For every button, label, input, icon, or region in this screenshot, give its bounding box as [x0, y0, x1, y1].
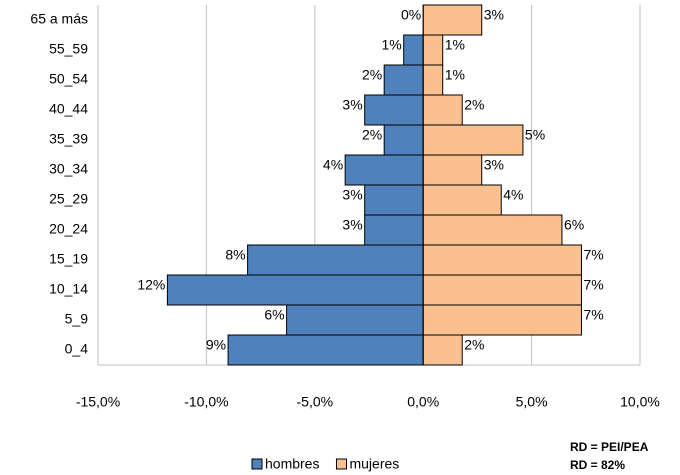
x-tick-label: -15,0% [76, 394, 120, 410]
bar [422, 94, 463, 126]
annotation: RD = 82% [570, 458, 625, 472]
data-label: 12% [137, 277, 165, 293]
data-label: 7% [583, 277, 603, 293]
data-label: 3% [342, 187, 362, 203]
y-tick-label: 10_14 [49, 281, 88, 297]
data-label: 8% [225, 247, 245, 263]
bar [422, 64, 444, 96]
bar [422, 154, 483, 186]
bar [422, 274, 582, 306]
data-label: 3% [342, 97, 362, 113]
x-tick-label: 10,0% [620, 394, 660, 410]
y-tick-label: 0_4 [65, 341, 89, 357]
y-tick-label: 15_19 [49, 251, 88, 267]
bar [383, 64, 424, 96]
bar [422, 214, 563, 246]
bar [166, 274, 424, 306]
data-label: 5% [525, 127, 545, 143]
data-label: 1% [381, 37, 401, 53]
legend-swatch [251, 458, 263, 470]
bar [422, 244, 582, 276]
x-tick-label: -5,0% [297, 394, 334, 410]
y-tick-label: 25_29 [49, 191, 88, 207]
legend-label: hombres [265, 456, 319, 472]
bar [422, 34, 444, 66]
data-label: 2% [362, 67, 382, 83]
bar [422, 334, 463, 366]
bar [422, 304, 582, 336]
data-label: 2% [362, 127, 382, 143]
bar [344, 154, 424, 186]
data-label: 6% [564, 217, 584, 233]
data-label: 3% [484, 7, 504, 23]
bar [364, 184, 424, 216]
legend-label: mujeres [349, 456, 399, 472]
y-tick-label: 20_24 [49, 221, 88, 237]
data-label: 6% [264, 307, 284, 323]
data-label: 2% [464, 97, 484, 113]
bar [422, 124, 524, 156]
x-tick-label: 0,0% [407, 394, 439, 410]
y-tick-label: 5_9 [65, 311, 89, 327]
x-tick-label: -10,0% [184, 394, 228, 410]
bar [247, 244, 424, 276]
data-label: 3% [484, 157, 504, 173]
legend-swatch [335, 458, 347, 470]
bar [422, 184, 502, 216]
y-tick-label: 30_34 [49, 161, 88, 177]
data-label: 4% [503, 187, 523, 203]
y-tick-label: 55_59 [49, 41, 88, 57]
data-label: 4% [323, 157, 343, 173]
data-label: 3% [342, 217, 362, 233]
y-tick-label: 65 a más [30, 11, 88, 27]
bar [364, 94, 424, 126]
annotation: RD = PEI/PEA [570, 440, 649, 454]
bar [403, 34, 424, 66]
data-label: 7% [583, 247, 603, 263]
bar [364, 214, 424, 246]
data-label: 1% [445, 67, 465, 83]
bar [227, 334, 424, 366]
data-label: 2% [464, 337, 484, 353]
y-tick-label: 40_44 [49, 101, 88, 117]
data-label: 9% [206, 337, 226, 353]
bar [422, 4, 483, 36]
x-tick-label: 5,0% [516, 394, 548, 410]
data-label: 0% [401, 7, 421, 23]
bar [286, 304, 424, 336]
bar [383, 124, 424, 156]
data-label: 1% [445, 37, 465, 53]
y-tick-label: 50_54 [49, 71, 88, 87]
y-tick-label: 35_39 [49, 131, 88, 147]
data-label: 7% [583, 307, 603, 323]
